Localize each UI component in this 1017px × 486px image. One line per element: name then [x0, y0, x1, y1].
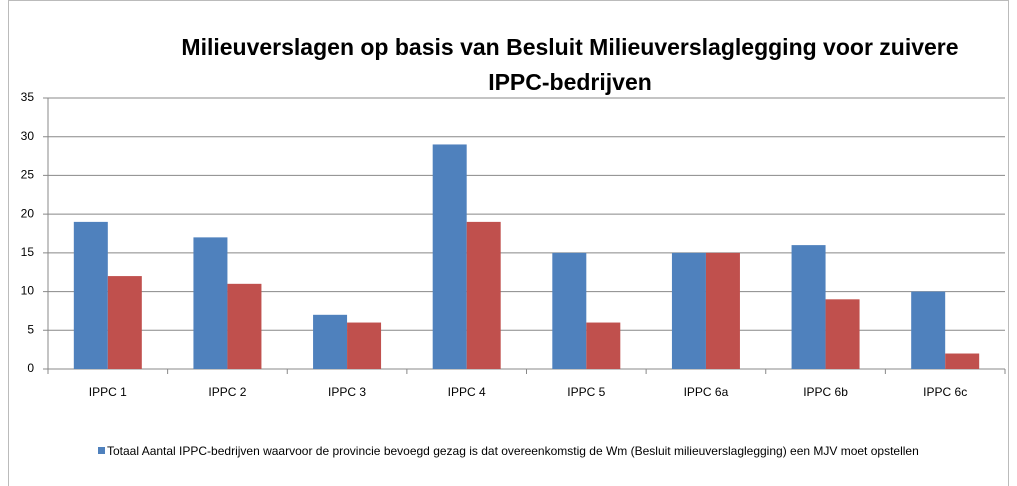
bar: [227, 283, 262, 369]
bar: [586, 322, 621, 369]
bar: [73, 221, 108, 369]
x-tick-label: IPPC 1: [89, 385, 127, 399]
x-tick-label: IPPC 6a: [684, 385, 729, 399]
x-tick-label: IPPC 4: [448, 385, 486, 399]
y-tick-label: 10: [21, 284, 35, 298]
x-tick-label: IPPC 5: [567, 385, 605, 399]
y-tick-label: 35: [21, 90, 35, 104]
bar: [432, 144, 467, 369]
y-tick-label: 5: [27, 322, 34, 336]
bar: [791, 245, 826, 369]
y-tick-label: 20: [21, 206, 35, 220]
bar: [825, 299, 860, 369]
legend: Totaal Aantal IPPC-bedrijven waarvoor de…: [98, 442, 978, 461]
bar: [552, 252, 587, 369]
bar: [911, 291, 946, 369]
bar: [671, 252, 706, 369]
bar: [313, 314, 348, 369]
bar: [107, 276, 142, 369]
y-tick-label: 25: [21, 168, 35, 182]
bar: [347, 322, 382, 369]
legend-label: Totaal Aantal IPPC-bedrijven waarvoor de…: [107, 444, 919, 458]
bar: [193, 237, 228, 369]
chart-border: [8, 0, 1009, 486]
y-tick-label: 15: [21, 245, 35, 259]
legend-key: [98, 447, 105, 454]
bar: [945, 353, 980, 369]
x-tick-label: IPPC 6b: [803, 385, 848, 399]
x-tick-label: IPPC 6c: [923, 385, 967, 399]
x-tick-label: IPPC 3: [328, 385, 366, 399]
y-tick-label: 30: [21, 129, 35, 143]
bar: [466, 221, 501, 369]
bar: [705, 252, 740, 369]
chart-title: Milieuverslagen op basis van Besluit Mil…: [181, 34, 959, 95]
x-tick-label: IPPC 2: [208, 385, 246, 399]
y-tick-label: 0: [27, 361, 34, 375]
